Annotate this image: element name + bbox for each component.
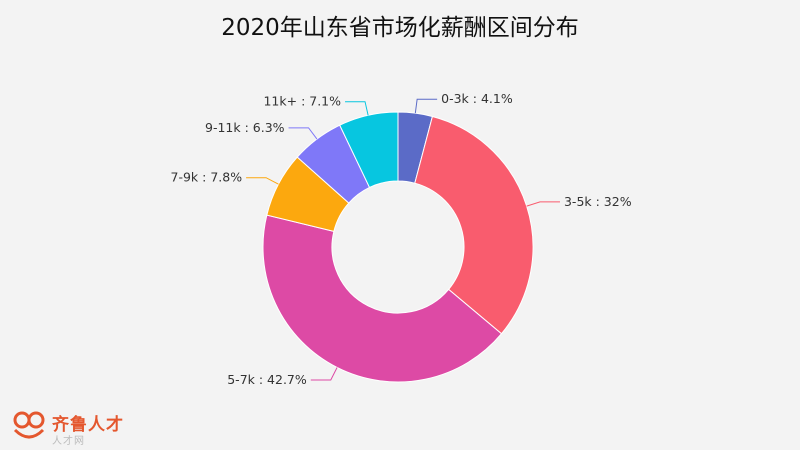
frog-logo-icon — [13, 411, 45, 439]
leader-line-0-3k — [414, 98, 438, 114]
slice-3-5k — [414, 115, 534, 335]
leader-line-3-5k — [526, 201, 560, 207]
slice-label-11k+: 11k+ : 7.1% — [263, 94, 341, 109]
leader-line-9-11k — [288, 127, 318, 140]
slice-label-5-7k: 5-7k : 42.7% — [227, 372, 307, 387]
chart-title: 2020年山东省市场化薪酬区间分布 — [221, 15, 579, 41]
watermark-brand: 齐鲁人才 — [52, 415, 124, 435]
leader-line-7-9k — [246, 177, 279, 185]
leader-line-5-7k — [310, 367, 338, 381]
slice-label-9-11k: 9-11k : 6.3% — [205, 120, 285, 135]
watermark-logo: 齐鲁人才 人才网 — [10, 408, 150, 448]
slice-label-3-5k: 3-5k : 32% — [564, 194, 632, 209]
slice-5-7k — [262, 214, 503, 383]
slice-11k+ — [339, 111, 399, 189]
slice-label-7-9k: 7-9k : 7.8% — [171, 170, 243, 185]
watermark-sub: 人才网 — [52, 436, 85, 447]
slice-label-0-3k: 0-3k : 4.1% — [441, 91, 513, 106]
leader-line-11k+ — [345, 101, 369, 116]
